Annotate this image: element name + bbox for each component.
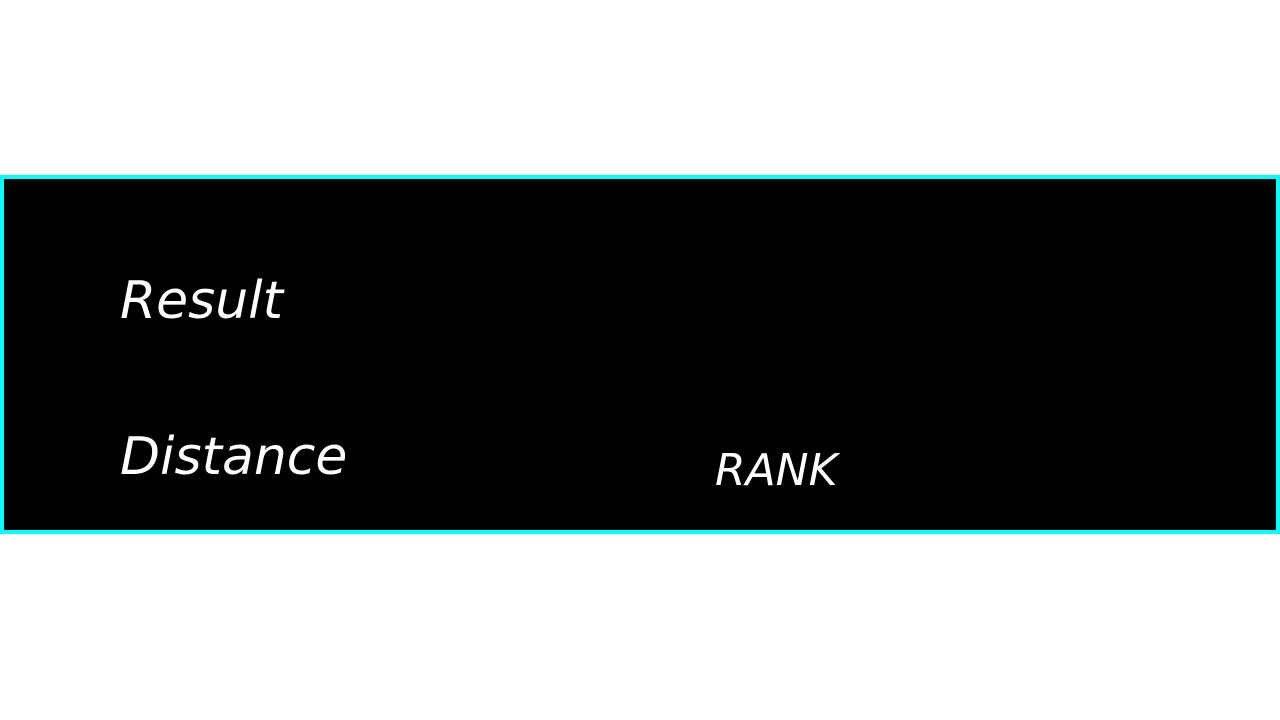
rank-label: RANK: [715, 445, 838, 496]
result-heading: Result: [120, 271, 284, 331]
distance-label: Distance: [120, 427, 348, 487]
result-panel: Result Distance RANK: [0, 175, 1280, 534]
